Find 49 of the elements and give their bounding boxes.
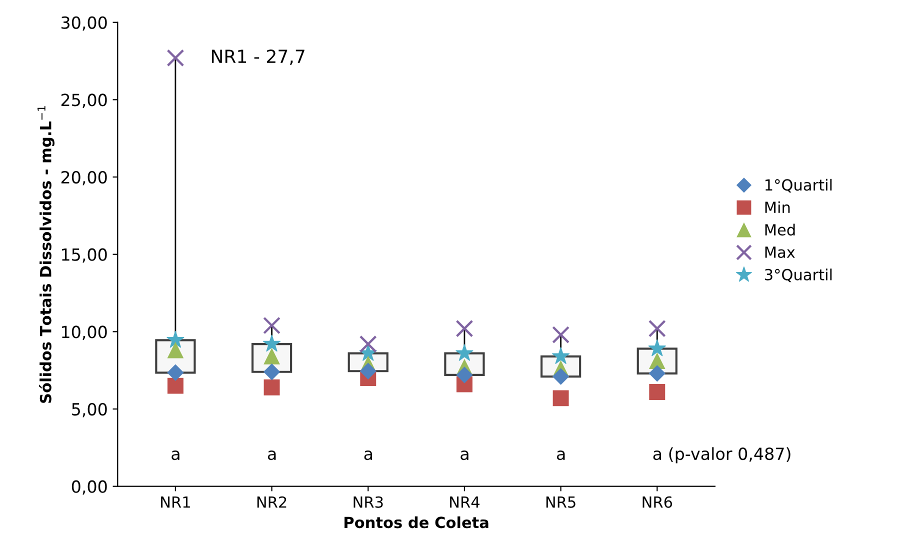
legend-label: Min xyxy=(765,201,790,213)
annotation: NR1 - 27,7 xyxy=(212,50,304,66)
x-tick-label: NR5 xyxy=(546,496,576,508)
x-tick-label: NR1 xyxy=(161,496,190,508)
y-tick-label: 15,00 xyxy=(62,248,107,263)
point xyxy=(360,362,376,380)
annotation: a xyxy=(460,450,468,460)
point xyxy=(456,344,474,361)
point xyxy=(166,330,184,348)
y-tick-label: 30,00 xyxy=(61,16,107,31)
point xyxy=(648,339,666,356)
annotation: a xyxy=(172,450,180,460)
y-tick-label: 25,00 xyxy=(61,94,107,108)
point xyxy=(456,366,473,384)
x-axis-title: Pontos de Coleta xyxy=(344,516,488,528)
legend-label: 3°Quartil xyxy=(765,268,832,282)
point xyxy=(263,316,281,334)
annotation: a xyxy=(556,450,565,460)
point xyxy=(359,344,378,361)
point xyxy=(167,364,184,381)
point xyxy=(552,368,570,385)
point xyxy=(552,347,570,364)
annotation: a (p-valor 0,487) xyxy=(653,447,790,464)
x-tick-label: NR2 xyxy=(257,496,286,508)
point xyxy=(262,334,281,352)
point xyxy=(167,378,184,394)
point xyxy=(648,320,666,338)
x-tick-label: NR6 xyxy=(642,496,672,508)
legend-label: Med xyxy=(765,224,795,236)
x-tick-label: NR4 xyxy=(450,496,480,508)
point xyxy=(264,379,280,396)
legend-label: 1°Quartil xyxy=(766,178,832,192)
legend-label: Max xyxy=(765,246,795,258)
point xyxy=(648,365,666,382)
y-tick-label: 10,00 xyxy=(62,326,107,340)
point xyxy=(649,384,666,400)
y-tick-label: 0,00 xyxy=(72,480,107,495)
annotation: a xyxy=(364,450,372,460)
point xyxy=(166,49,184,67)
point xyxy=(456,320,474,338)
y-tick-label: 5,00 xyxy=(72,402,107,418)
x-tick-label: NR3 xyxy=(354,496,383,508)
point xyxy=(552,390,569,406)
annotation: a xyxy=(268,450,276,460)
point xyxy=(552,326,570,344)
point xyxy=(264,364,280,380)
y-axis-title: Sólidos Totais Dissolvidos - mg.L$^{−1}$ xyxy=(38,106,54,403)
y-tick-label: 20,00 xyxy=(61,170,107,186)
point xyxy=(359,335,377,353)
